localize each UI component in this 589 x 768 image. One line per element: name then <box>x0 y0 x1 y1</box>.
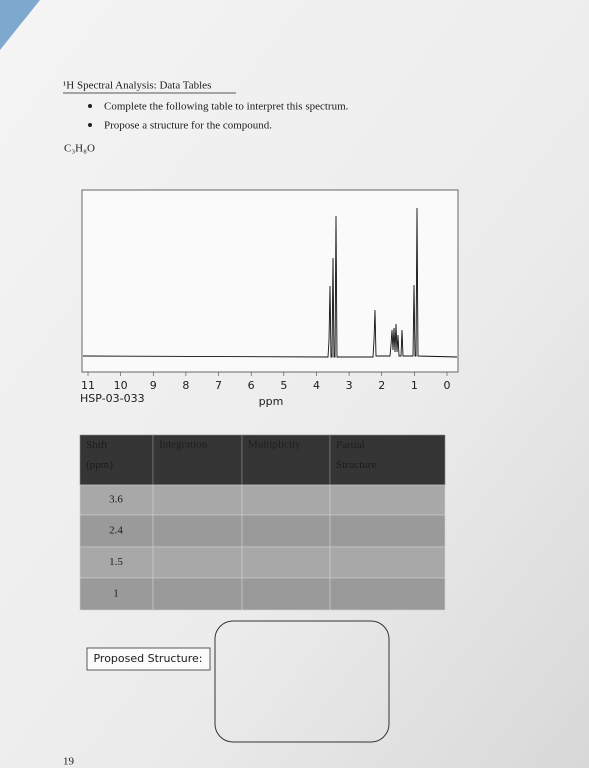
cell <box>241 484 331 516</box>
shift-value: 2.4 <box>109 525 123 537</box>
tick-label: 7 <box>215 379 222 392</box>
tick-label: 6 <box>248 379 255 392</box>
cell <box>152 577 243 611</box>
cell <box>241 546 331 579</box>
tick-label: 3 <box>346 379 353 392</box>
structure-box[interactable] <box>214 620 390 743</box>
tick-label: 1 <box>411 379 418 392</box>
cell <box>152 546 243 579</box>
cell <box>79 514 154 548</box>
title: ¹H Spectral Analysis: Data Tables <box>63 80 211 92</box>
shift-value: 1.5 <box>109 556 123 568</box>
label-box <box>86 647 211 671</box>
corner <box>0 0 40 50</box>
bullet-text: Propose a structure for the compound. <box>104 120 272 132</box>
bullet <box>88 104 92 108</box>
header-text: Integration <box>159 439 208 451</box>
cell <box>79 577 154 611</box>
cell <box>329 514 446 548</box>
cell <box>329 484 446 516</box>
axis-label: ppm <box>259 395 284 408</box>
cell <box>329 577 446 611</box>
tick-label: 2 <box>378 379 385 392</box>
tick-label: 10 <box>114 379 128 392</box>
shift-value: 3.6 <box>109 494 123 506</box>
shift-value: 1 <box>113 588 119 600</box>
header-text: Partial Structure <box>336 439 376 471</box>
spectrum-code: HSP-03-033 <box>80 392 145 405</box>
cell <box>152 514 243 548</box>
formula: C₃H₈O <box>64 143 95 155</box>
tick-label: 11 <box>81 379 95 392</box>
bullet <box>88 123 92 127</box>
cell <box>152 484 243 516</box>
cell <box>329 546 446 579</box>
tick-label: 4 <box>313 379 320 392</box>
tick-label: 5 <box>280 379 287 392</box>
page-number: 19 <box>63 756 75 768</box>
spectrum-trace <box>82 207 458 358</box>
header-cell <box>241 434 331 486</box>
proposed-label: Proposed Structure: <box>93 652 202 665</box>
tick-label: 9 <box>150 379 157 392</box>
cell <box>241 514 331 548</box>
tick-label: 8 <box>182 379 189 392</box>
tick-label: 0 <box>444 379 451 392</box>
cell <box>241 577 331 611</box>
bullet-text: Complete the following table to interpre… <box>104 101 349 113</box>
header-cell <box>79 434 154 486</box>
header-text: Multiplicity <box>248 439 301 451</box>
header-cell <box>329 434 446 486</box>
header-text: Shift (ppm) <box>86 439 113 471</box>
data-table: Shift (ppm) Integration Multiplicity Partial… <box>79 434 446 611</box>
